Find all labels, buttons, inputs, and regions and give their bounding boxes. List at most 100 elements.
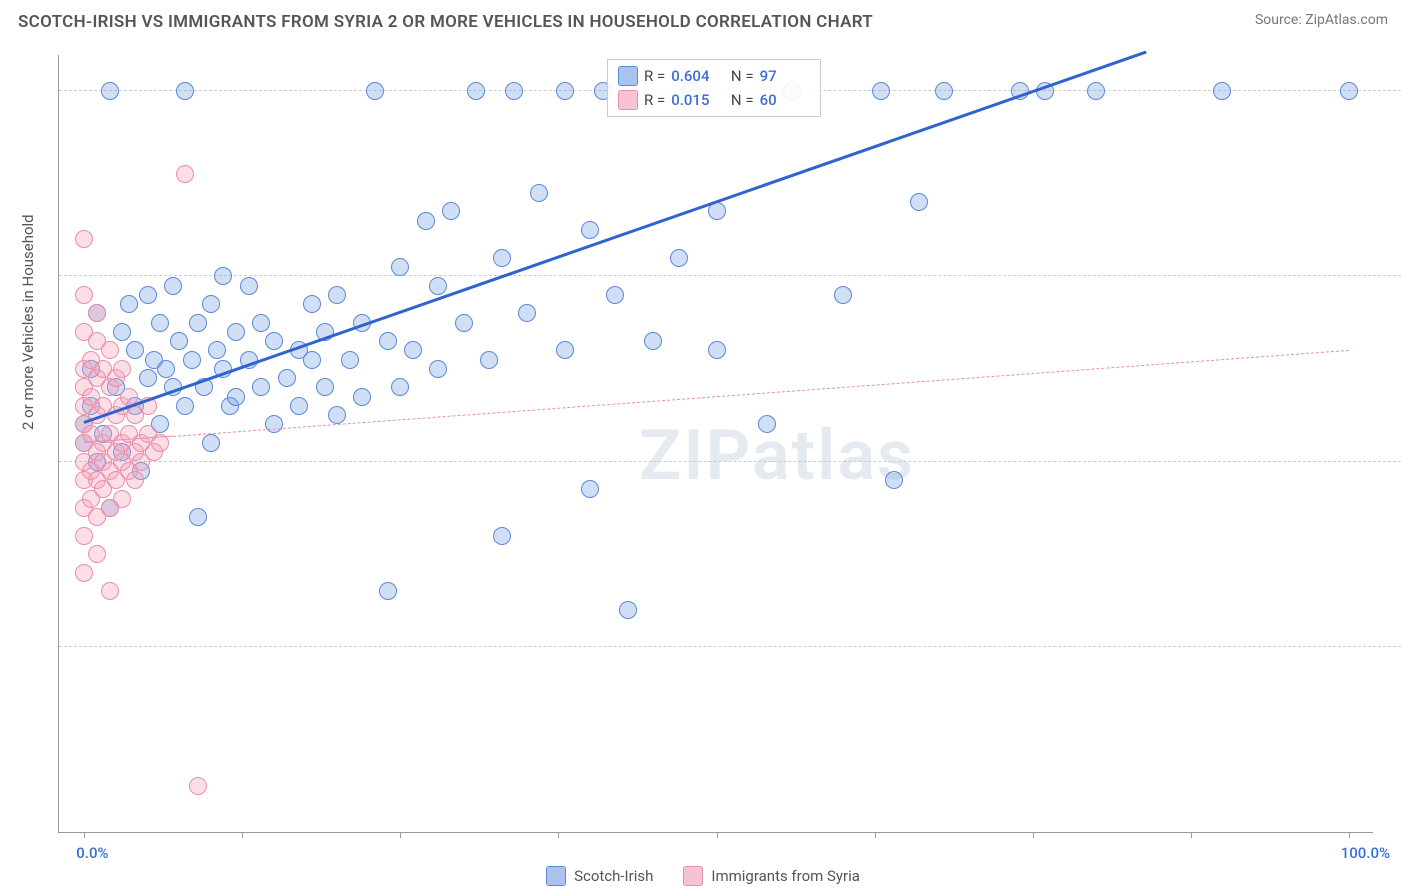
scatter-point — [176, 165, 194, 183]
scatter-point — [189, 777, 207, 795]
scatter-point — [290, 397, 308, 415]
x-tick-label: 100.0% — [1341, 844, 1390, 862]
scatter-point — [139, 286, 157, 304]
legend-item-syria: Immigrants from Syria — [683, 866, 860, 886]
scatter-point — [341, 351, 359, 369]
scatter-point — [101, 582, 119, 600]
y-tick-label: 80.0% — [1381, 268, 1406, 286]
scatter-point — [391, 378, 409, 396]
scatter-point — [126, 471, 144, 489]
scatter-point — [328, 406, 346, 424]
watermark: ZIPatlas — [639, 415, 915, 497]
r-label: R = — [644, 67, 665, 85]
scatter-point — [265, 415, 283, 433]
scatter-point — [151, 314, 169, 332]
scatter-point — [113, 360, 131, 378]
correlation-legend: R = 0.604 N = 97R = 0.015 N = 60 — [607, 59, 821, 117]
legend-swatch — [618, 66, 638, 86]
scatter-point — [252, 378, 270, 396]
scatter-point — [202, 295, 220, 313]
scatter-point — [1340, 82, 1358, 100]
plot-area: ZIPatlas 40.0%60.0%80.0%100.0%0.0%100.0%… — [58, 55, 1373, 833]
scatter-point — [176, 82, 194, 100]
scatter-point — [303, 295, 321, 313]
scatter-point — [1087, 82, 1105, 100]
scatter-point — [265, 332, 283, 350]
scatter-point — [708, 341, 726, 359]
r-value: 0.015 — [671, 91, 721, 109]
scatter-point — [113, 323, 131, 341]
scatter-point — [316, 378, 334, 396]
title-row: SCOTCH-IRISH VS IMMIGRANTS FROM SYRIA 2 … — [18, 12, 1388, 32]
scatter-point — [417, 212, 435, 230]
y-tick-label: 60.0% — [1381, 454, 1406, 472]
scatter-point — [202, 434, 220, 452]
scatter-point — [872, 82, 890, 100]
x-tick-label: 0.0% — [76, 844, 108, 862]
scatter-point — [88, 304, 106, 322]
x-tick — [84, 832, 85, 838]
legend-swatch-syria — [683, 866, 703, 886]
scatter-point — [208, 341, 226, 359]
scatter-point — [157, 360, 175, 378]
scatter-point — [252, 314, 270, 332]
scatter-point — [619, 601, 637, 619]
scatter-point — [885, 471, 903, 489]
legend-label-syria: Immigrants from Syria — [711, 867, 860, 885]
scatter-point — [429, 360, 447, 378]
gridline — [59, 275, 1401, 276]
scatter-point — [467, 82, 485, 100]
correlation-legend-row: R = 0.604 N = 97 — [618, 64, 810, 88]
scatter-point — [189, 508, 207, 526]
scatter-point — [227, 323, 245, 341]
scatter-point — [910, 193, 928, 211]
scatter-point — [170, 332, 188, 350]
scatter-point — [75, 286, 93, 304]
scatter-point — [606, 286, 624, 304]
scatter-point — [75, 230, 93, 248]
scatter-point — [278, 369, 296, 387]
scatter-point — [442, 202, 460, 220]
scatter-point — [581, 221, 599, 239]
r-label: R = — [644, 91, 665, 109]
gridline — [59, 461, 1401, 462]
scatter-point — [101, 341, 119, 359]
scatter-point — [480, 351, 498, 369]
scatter-point — [189, 314, 207, 332]
x-tick — [558, 832, 559, 838]
y-tick-label: 100.0% — [1381, 83, 1406, 101]
scatter-point — [75, 527, 93, 545]
scatter-point — [164, 277, 182, 295]
gridline — [59, 646, 1401, 647]
legend-swatch — [618, 90, 638, 110]
scatter-point — [379, 332, 397, 350]
x-tick — [400, 832, 401, 838]
scatter-point — [935, 82, 953, 100]
legend-item-scotch-irish: Scotch-Irish — [546, 866, 653, 886]
scatter-point — [353, 388, 371, 406]
scatter-point — [644, 332, 662, 350]
scatter-point — [366, 82, 384, 100]
scatter-point — [328, 286, 346, 304]
scatter-point — [183, 351, 201, 369]
scatter-point — [493, 527, 511, 545]
x-tick — [717, 832, 718, 838]
y-tick-label: 40.0% — [1381, 639, 1406, 657]
scatter-point — [379, 582, 397, 600]
scatter-point — [139, 369, 157, 387]
y-axis-label: 2 or more Vehicles in Household — [19, 214, 37, 430]
n-label: N = — [727, 91, 753, 109]
chart-title: SCOTCH-IRISH VS IMMIGRANTS FROM SYRIA 2 … — [18, 12, 873, 32]
scatter-point — [88, 545, 106, 563]
x-tick — [875, 832, 876, 838]
scatter-point — [834, 286, 852, 304]
scatter-point — [176, 397, 194, 415]
source-label: Source: ZipAtlas.com — [1255, 12, 1388, 28]
scatter-point — [240, 277, 258, 295]
n-value: 97 — [760, 67, 810, 85]
scatter-point — [214, 267, 232, 285]
scatter-point — [670, 249, 688, 267]
correlation-legend-row: R = 0.015 N = 60 — [618, 88, 810, 112]
scatter-point — [429, 277, 447, 295]
scatter-point — [120, 295, 138, 313]
